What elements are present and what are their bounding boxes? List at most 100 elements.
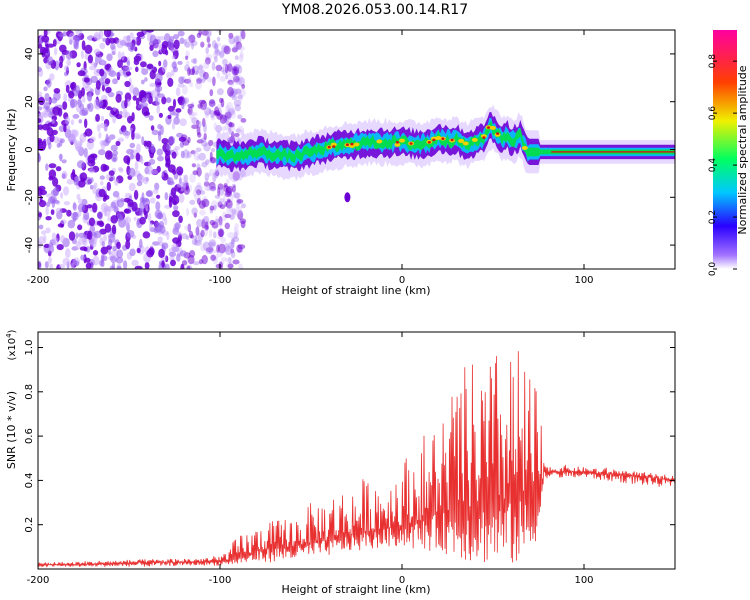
noise-blob bbox=[116, 249, 123, 259]
x-tick-label: -100 bbox=[209, 275, 232, 286]
noise-blob bbox=[232, 185, 236, 193]
noise-blob bbox=[228, 127, 232, 135]
noise-blob bbox=[45, 163, 49, 171]
noise-blob bbox=[193, 151, 200, 161]
colorbar-gradient bbox=[713, 30, 737, 269]
noise-blob bbox=[168, 198, 173, 208]
noise-blob bbox=[209, 156, 216, 164]
noise-blob bbox=[87, 230, 93, 240]
noise-blob bbox=[86, 103, 91, 110]
noise-blob bbox=[66, 178, 74, 185]
noise-blob bbox=[217, 186, 221, 197]
noise-blob bbox=[124, 131, 130, 139]
noise-blob bbox=[104, 78, 111, 85]
noise-blob bbox=[135, 97, 140, 106]
noise-blob bbox=[116, 39, 124, 49]
noise-blob bbox=[241, 129, 245, 138]
noise-blob bbox=[66, 59, 71, 66]
noise-blob bbox=[108, 238, 113, 247]
noise-blob bbox=[222, 64, 227, 70]
ridge-hot-spot bbox=[432, 138, 436, 142]
ridge-band bbox=[216, 104, 675, 181]
noise-blob bbox=[58, 263, 66, 269]
noise-blob bbox=[230, 248, 235, 254]
noise-blob bbox=[68, 231, 76, 241]
noise-blob bbox=[192, 150, 196, 157]
noise-blob bbox=[219, 97, 223, 104]
noise-blob bbox=[181, 233, 188, 240]
noise-blob bbox=[115, 113, 123, 120]
noise-blob bbox=[133, 216, 137, 221]
noise-blob bbox=[214, 49, 221, 56]
noise-blob bbox=[77, 203, 86, 213]
noise-blob bbox=[48, 163, 57, 169]
noise-blob bbox=[212, 51, 218, 60]
x-tick-label: 0 bbox=[399, 275, 405, 286]
noise-blob bbox=[48, 256, 52, 264]
noise-blob bbox=[105, 174, 111, 180]
noise-blob bbox=[235, 75, 240, 82]
noise-blob bbox=[236, 87, 241, 94]
noise-blob bbox=[222, 58, 228, 66]
noise-blob bbox=[120, 197, 125, 203]
ridge-hot-spot bbox=[345, 143, 349, 146]
noise-blob bbox=[65, 248, 71, 259]
noise-blob bbox=[186, 151, 192, 159]
noise-blob bbox=[90, 177, 94, 183]
noise-blob bbox=[131, 130, 135, 141]
noise-blob bbox=[67, 219, 76, 229]
noise-blob bbox=[227, 263, 234, 269]
noise-blob bbox=[225, 178, 230, 184]
noise-blob bbox=[63, 201, 71, 206]
noise-blob bbox=[78, 236, 86, 245]
noise-blob bbox=[135, 134, 142, 140]
noise-blob bbox=[38, 236, 45, 245]
noise-blob bbox=[226, 102, 233, 111]
noise-blob bbox=[68, 32, 76, 43]
noise-blob bbox=[238, 92, 243, 102]
noise-blob bbox=[218, 243, 226, 254]
noise-blob bbox=[206, 185, 211, 191]
noise-blob bbox=[70, 98, 75, 109]
noise-blob bbox=[223, 243, 230, 252]
noise-blob bbox=[99, 68, 105, 77]
noise-blob bbox=[204, 107, 212, 116]
noise-blob bbox=[146, 140, 152, 148]
noise-blob bbox=[73, 137, 77, 145]
noise-blob bbox=[237, 114, 243, 120]
noise-blob bbox=[130, 153, 134, 160]
noise-blob bbox=[183, 39, 188, 45]
noise-blob bbox=[182, 97, 190, 104]
noise-blob bbox=[111, 224, 117, 235]
snr-x-ticks: -200 -100 0 100 bbox=[27, 332, 594, 586]
noise-blob bbox=[66, 209, 72, 217]
noise-blob bbox=[88, 168, 96, 174]
noise-blob bbox=[207, 172, 212, 177]
noise-blob bbox=[104, 150, 113, 160]
noise-blob bbox=[38, 212, 42, 218]
noise-blob bbox=[100, 246, 109, 255]
noise-blob bbox=[193, 212, 197, 218]
noise-blob bbox=[151, 129, 159, 136]
noise-blob bbox=[126, 148, 134, 155]
noise-blob bbox=[203, 61, 210, 69]
noise-blob bbox=[239, 88, 246, 97]
noise-blob bbox=[77, 198, 84, 204]
noise-blob bbox=[203, 228, 209, 236]
noise-blob bbox=[223, 45, 231, 55]
noise-blob bbox=[149, 70, 156, 80]
noise-blob bbox=[237, 94, 243, 100]
noise-blob bbox=[226, 245, 234, 256]
noise-blob bbox=[165, 157, 171, 167]
noise-blob bbox=[191, 58, 197, 64]
noise-blob bbox=[227, 71, 232, 78]
noise-blob bbox=[202, 241, 210, 251]
noise-blob bbox=[205, 247, 212, 255]
ridge-hot-spot bbox=[441, 137, 445, 140]
noise-blob bbox=[79, 172, 88, 182]
noise-blob bbox=[171, 151, 177, 159]
noise-blob bbox=[190, 150, 196, 155]
noise-blob bbox=[182, 84, 188, 95]
noise-blob bbox=[98, 132, 102, 139]
noise-blob bbox=[124, 216, 132, 224]
